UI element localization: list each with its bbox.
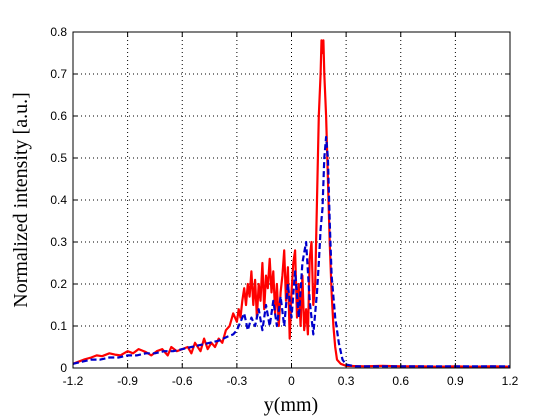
y-tick-label: 0.8	[50, 25, 67, 39]
y-tick-label: 0.2	[50, 277, 67, 291]
y-tick-label: 0.3	[50, 235, 67, 249]
series-line-dashed-blue	[72, 135, 510, 368]
x-axis-label: y(mm)	[264, 394, 318, 416]
x-tick-label: 0.9	[447, 374, 464, 388]
x-tick-label: 0.6	[392, 374, 409, 388]
x-tick-label: -0.3	[227, 374, 248, 388]
grid	[73, 32, 510, 368]
y-tick-label: 0.4	[50, 193, 67, 207]
series-layer	[72, 39, 511, 368]
x-tick-label: -0.9	[117, 374, 138, 388]
ticks: -1.2 -0.9 -0.6 -0.3 0 0.3 0.6 0.9 1.2 0 0.1 0.2 0.3 0…	[50, 25, 518, 388]
y-axis-label: Normalized intensity [a.u.]	[10, 92, 32, 308]
x-tick-label: -1.2	[63, 374, 84, 388]
x-tick-label: 1.2	[502, 374, 519, 388]
y-tick-label: 0	[60, 361, 67, 375]
x-tick-label: -0.6	[172, 374, 193, 388]
y-tick-label: 0.7	[50, 67, 67, 81]
y-tick-label: 0.1	[50, 319, 67, 333]
series-line-solid-red	[72, 39, 511, 368]
y-tick-label: 0.6	[50, 109, 67, 123]
x-tick-label: 0.3	[338, 374, 355, 388]
x-tick-label: 0	[288, 374, 295, 388]
y-tick-label: 0.5	[50, 151, 67, 165]
